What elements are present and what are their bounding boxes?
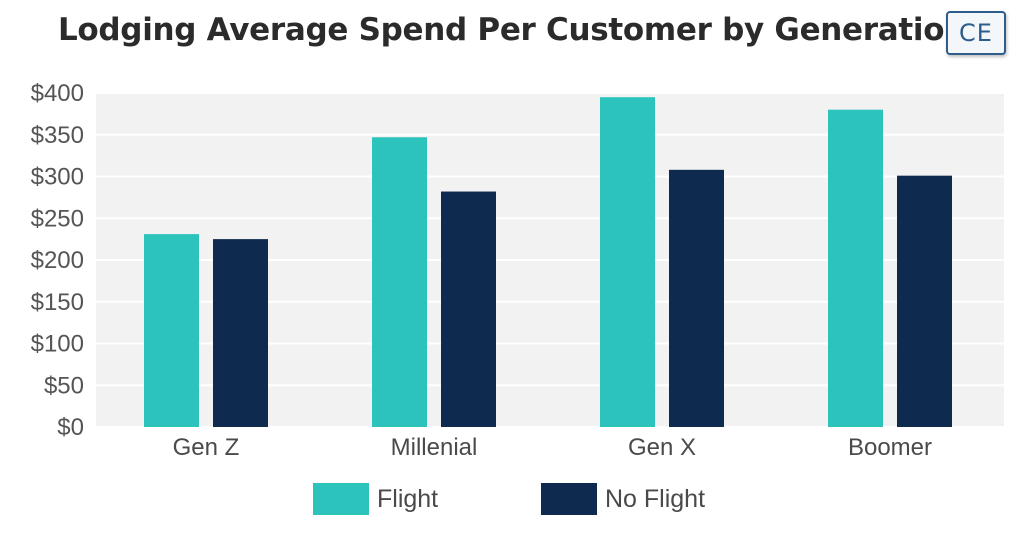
ce-logo: CE: [946, 11, 1006, 55]
y-tick-label: $200: [31, 247, 84, 274]
bar-flight-boomer: [828, 109, 883, 427]
x-category-label: Boomer: [848, 434, 932, 461]
x-category-label: Gen X: [628, 434, 696, 461]
bar-chart: $0 $50 $100 $150 $200 $250 $300 $350 $400 Gen Z M…: [31, 80, 1004, 461]
x-axis: Gen Z Millenial Gen X Boomer: [173, 434, 932, 461]
legend-swatch-no-flight: [541, 483, 597, 515]
legend: Flight No Flight: [0, 483, 1024, 523]
bar-no-flight-gen-z: [213, 239, 268, 427]
bar-no-flight-boomer: [897, 175, 952, 427]
y-tick-label: $250: [31, 205, 84, 232]
legend-item-flight: Flight: [313, 483, 438, 515]
bar-no-flight-millenial: [441, 191, 496, 427]
y-axis: $0 $50 $100 $150 $200 $250 $300 $350 $400: [31, 80, 84, 441]
x-category-label: Millenial: [391, 434, 478, 461]
bar-flight-millenial: [372, 137, 427, 427]
x-category-label: Gen Z: [173, 434, 240, 461]
y-tick-label: $350: [31, 122, 84, 149]
legend-item-no-flight: No Flight: [541, 483, 705, 515]
legend-label-no-flight: No Flight: [605, 484, 706, 513]
bar-flight-gen-z: [144, 234, 199, 427]
y-tick-label: $100: [31, 331, 84, 358]
y-tick-label: $0: [57, 414, 84, 441]
legend-swatch-flight: [313, 483, 369, 515]
y-tick-label: $300: [31, 164, 84, 191]
bar-no-flight-gen-x: [669, 169, 724, 427]
bar-flight-gen-x: [600, 97, 655, 428]
chart-title: Lodging Average Spend Per Customer by Ge…: [57, 12, 967, 48]
legend-label-flight: Flight: [377, 484, 439, 513]
y-tick-label: $50: [44, 372, 84, 399]
y-tick-label: $400: [31, 80, 84, 107]
y-tick-label: $150: [31, 289, 84, 316]
bars: [144, 97, 952, 428]
